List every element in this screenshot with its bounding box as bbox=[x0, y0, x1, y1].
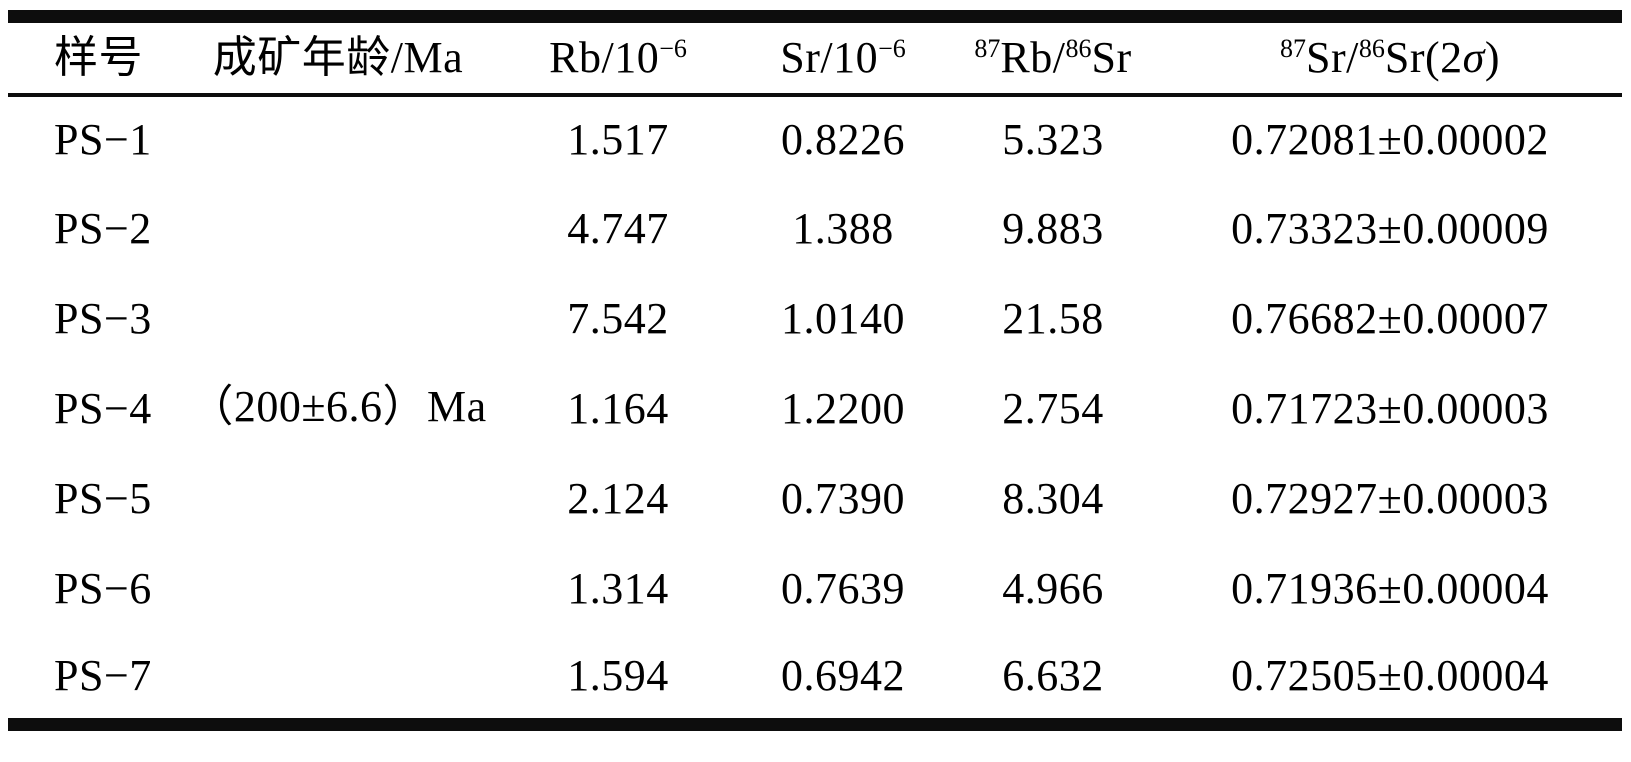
cell-rb87sr86: 8.304 bbox=[1002, 474, 1104, 524]
cell-sample-id: PS−2 bbox=[54, 204, 152, 254]
cell-rb87sr86: 5.323 bbox=[1002, 115, 1104, 165]
column-header-text: Rb/10 bbox=[549, 32, 660, 82]
column-header-rb87sr86: 87Rb/86Sr bbox=[948, 17, 1158, 95]
cell-rb: 1.517 bbox=[567, 115, 669, 165]
cell-rb87sr86: 2.754 bbox=[1002, 384, 1104, 434]
cell-sample-id: PS−7 bbox=[54, 651, 152, 701]
column-header-text: Rb/ bbox=[1000, 32, 1066, 82]
column-header-text: Sr/ bbox=[1306, 32, 1359, 82]
cell-sr: 0.8226 bbox=[781, 115, 905, 165]
cell-rb: 7.542 bbox=[567, 294, 669, 344]
cell-sr87sr86: 0.71936±0.00004 bbox=[1231, 564, 1549, 614]
cell-sample-id: PS−5 bbox=[54, 474, 152, 524]
table-row: PS−1 （200±6.6）Ma 1.517 0.8226 5.323 0.72081±0… bbox=[8, 95, 1622, 431]
cell-mineralization-age: （200±6.6）Ma bbox=[189, 382, 487, 432]
column-header-text: 87 bbox=[1280, 34, 1306, 64]
table-row: PS−6 1.314 0.7639 4.966 0.71936±0.00004 bbox=[8, 545, 1622, 635]
cell-sr: 1.2200 bbox=[781, 384, 905, 434]
column-header-text: Sr/10 bbox=[780, 32, 879, 82]
column-header-text: Sr bbox=[1091, 32, 1132, 82]
column-header-sample: 样号 bbox=[8, 17, 178, 95]
cell-rb: 1.164 bbox=[567, 384, 669, 434]
cell-sample-id: PS−4 bbox=[54, 384, 152, 434]
column-header-text: ) bbox=[1484, 32, 1500, 82]
cell-sample-id: PS−1 bbox=[54, 115, 152, 165]
column-header-text: −6 bbox=[878, 34, 906, 64]
column-header-text: 86 bbox=[1358, 34, 1385, 64]
cell-sr87sr86: 0.73323±0.00009 bbox=[1231, 204, 1549, 254]
table-row: PS−3 7.542 1.0140 21.58 0.76682±0.00007 bbox=[8, 275, 1622, 365]
column-header-text: 成矿年龄/Ma bbox=[212, 32, 464, 82]
cell-sr87sr86: 0.72927±0.00003 bbox=[1231, 474, 1549, 524]
cell-sample-id: PS−3 bbox=[54, 294, 152, 344]
cell-rb: 4.747 bbox=[567, 204, 669, 254]
cell-rb87sr86: 9.883 bbox=[1002, 204, 1104, 254]
column-header-text: 样号 bbox=[54, 32, 143, 82]
cell-rb: 2.124 bbox=[567, 474, 669, 524]
table-row: PS−2 4.747 1.388 9.883 0.73323±0.00009 bbox=[8, 185, 1622, 275]
column-header-age: 成矿年龄/Ma bbox=[178, 17, 498, 95]
cell-rb87sr86: 4.966 bbox=[1002, 564, 1104, 614]
column-header-text: 87 bbox=[974, 34, 1001, 64]
column-header-text: Sr(2 bbox=[1384, 32, 1463, 82]
cell-sr: 0.6942 bbox=[781, 651, 905, 701]
cell-rb87sr86: 6.632 bbox=[1002, 651, 1104, 701]
table-row: PS−4 1.164 1.2200 2.754 0.71723±0.00003 bbox=[8, 365, 1622, 455]
table-row: PS−7 1.594 0.6942 6.632 0.72505±0.00004 bbox=[8, 635, 1622, 725]
column-header-text: 86 bbox=[1065, 34, 1092, 64]
cell-rb87sr86: 21.58 bbox=[1002, 294, 1104, 344]
cell-sample-id: PS−6 bbox=[54, 564, 152, 614]
cell-sr: 1.0140 bbox=[781, 294, 905, 344]
cell-sr87sr86: 0.71723±0.00003 bbox=[1231, 384, 1549, 434]
cell-sr87sr86: 0.72505±0.00004 bbox=[1231, 651, 1549, 701]
table-header-row: 样号 成矿年龄/Ma Rb/10−6 Sr/10−6 87Rb/86Sr 87Sr/86S… bbox=[8, 17, 1622, 95]
column-header-text: σ bbox=[1462, 32, 1485, 82]
cell-sr: 0.7639 bbox=[781, 564, 905, 614]
cell-rb: 1.314 bbox=[567, 564, 669, 614]
table-row: PS−5 2.124 0.7390 8.304 0.72927±0.00003 bbox=[8, 455, 1622, 545]
column-header-text: −6 bbox=[659, 34, 687, 64]
rb-sr-isotope-table: 样号 成矿年龄/Ma Rb/10−6 Sr/10−6 87Rb/86Sr 87Sr/86S… bbox=[8, 10, 1622, 731]
column-header-sr87sr86: 87Sr/86Sr(2σ) bbox=[1158, 17, 1622, 95]
cell-sr87sr86: 0.76682±0.00007 bbox=[1231, 294, 1549, 344]
column-header-rb: Rb/10−6 bbox=[498, 17, 738, 95]
cell-rb: 1.594 bbox=[567, 651, 669, 701]
column-header-sr: Sr/10−6 bbox=[738, 17, 948, 95]
cell-sr87sr86: 0.72081±0.00002 bbox=[1231, 115, 1549, 165]
cell-sr: 0.7390 bbox=[781, 474, 905, 524]
cell-sr: 1.388 bbox=[792, 204, 894, 254]
